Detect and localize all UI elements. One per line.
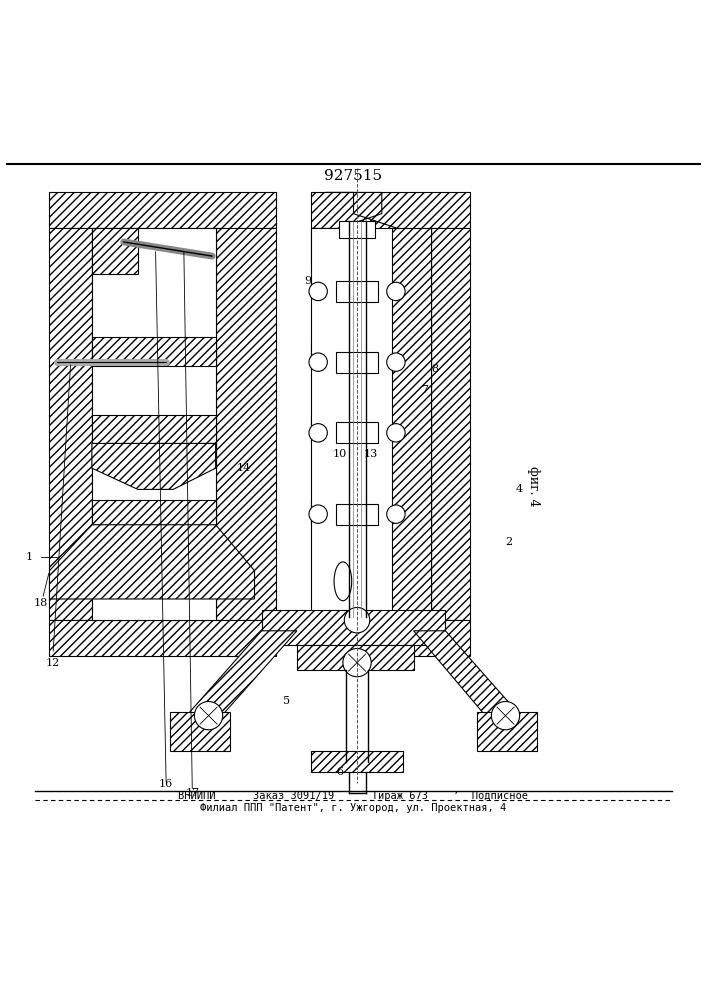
Ellipse shape <box>334 562 351 601</box>
Polygon shape <box>49 228 92 620</box>
Bar <box>336 352 378 373</box>
Polygon shape <box>431 228 470 620</box>
Polygon shape <box>325 192 396 242</box>
Circle shape <box>387 424 405 442</box>
Text: 14: 14 <box>237 463 251 473</box>
Circle shape <box>309 282 327 301</box>
Polygon shape <box>262 610 445 645</box>
Polygon shape <box>92 228 138 274</box>
Polygon shape <box>216 228 276 620</box>
Polygon shape <box>49 620 276 656</box>
Polygon shape <box>311 751 403 772</box>
Bar <box>336 281 378 302</box>
Circle shape <box>343 648 371 677</box>
Polygon shape <box>92 415 216 443</box>
Bar <box>92 228 216 620</box>
Circle shape <box>491 701 520 730</box>
Polygon shape <box>339 221 375 238</box>
Text: фиг. 4: фиг. 4 <box>527 466 540 506</box>
Polygon shape <box>92 443 216 489</box>
Text: 16: 16 <box>159 779 173 789</box>
Polygon shape <box>92 337 216 366</box>
Text: 5: 5 <box>283 696 290 706</box>
Text: 927515: 927515 <box>325 169 382 183</box>
Bar <box>311 228 392 270</box>
Text: 12: 12 <box>46 658 60 668</box>
Polygon shape <box>49 525 255 599</box>
Polygon shape <box>311 337 431 366</box>
Polygon shape <box>311 415 431 443</box>
Text: 13: 13 <box>364 449 378 459</box>
Circle shape <box>309 505 327 523</box>
Text: 8: 8 <box>431 364 438 374</box>
Polygon shape <box>92 500 216 525</box>
Bar <box>311 228 431 620</box>
Text: ВНИИПИ      Заказ 3091/19      Тираж 673    ’  Подписное: ВНИИПИ Заказ 3091/19 Тираж 673 ’ Подписн… <box>178 791 529 801</box>
Text: Филиал ППП "Патент", г. Ужгород, ул. Проектная, 4: Филиал ППП "Патент", г. Ужгород, ул. Про… <box>200 803 507 813</box>
Circle shape <box>387 353 405 371</box>
Bar <box>336 422 378 443</box>
Text: 1: 1 <box>26 552 33 562</box>
Polygon shape <box>311 192 470 270</box>
Bar <box>138 228 219 270</box>
Circle shape <box>194 701 223 730</box>
Text: 4: 4 <box>516 484 523 494</box>
Circle shape <box>387 282 405 301</box>
Text: 10: 10 <box>332 449 346 459</box>
Polygon shape <box>414 631 527 723</box>
Text: 18: 18 <box>34 598 48 608</box>
Text: 9: 9 <box>304 276 311 286</box>
Bar <box>336 504 378 525</box>
Text: 17: 17 <box>185 788 199 798</box>
Polygon shape <box>311 500 431 525</box>
Polygon shape <box>180 631 297 723</box>
Text: 7: 7 <box>421 385 428 395</box>
Polygon shape <box>170 712 230 751</box>
Polygon shape <box>392 228 431 620</box>
Polygon shape <box>49 192 276 270</box>
Circle shape <box>309 353 327 371</box>
Polygon shape <box>311 620 470 656</box>
Text: 6: 6 <box>336 767 343 777</box>
Text: 2: 2 <box>506 537 513 547</box>
Circle shape <box>344 607 370 633</box>
Circle shape <box>309 424 327 442</box>
Polygon shape <box>297 645 414 670</box>
Polygon shape <box>477 712 537 751</box>
Circle shape <box>387 505 405 523</box>
